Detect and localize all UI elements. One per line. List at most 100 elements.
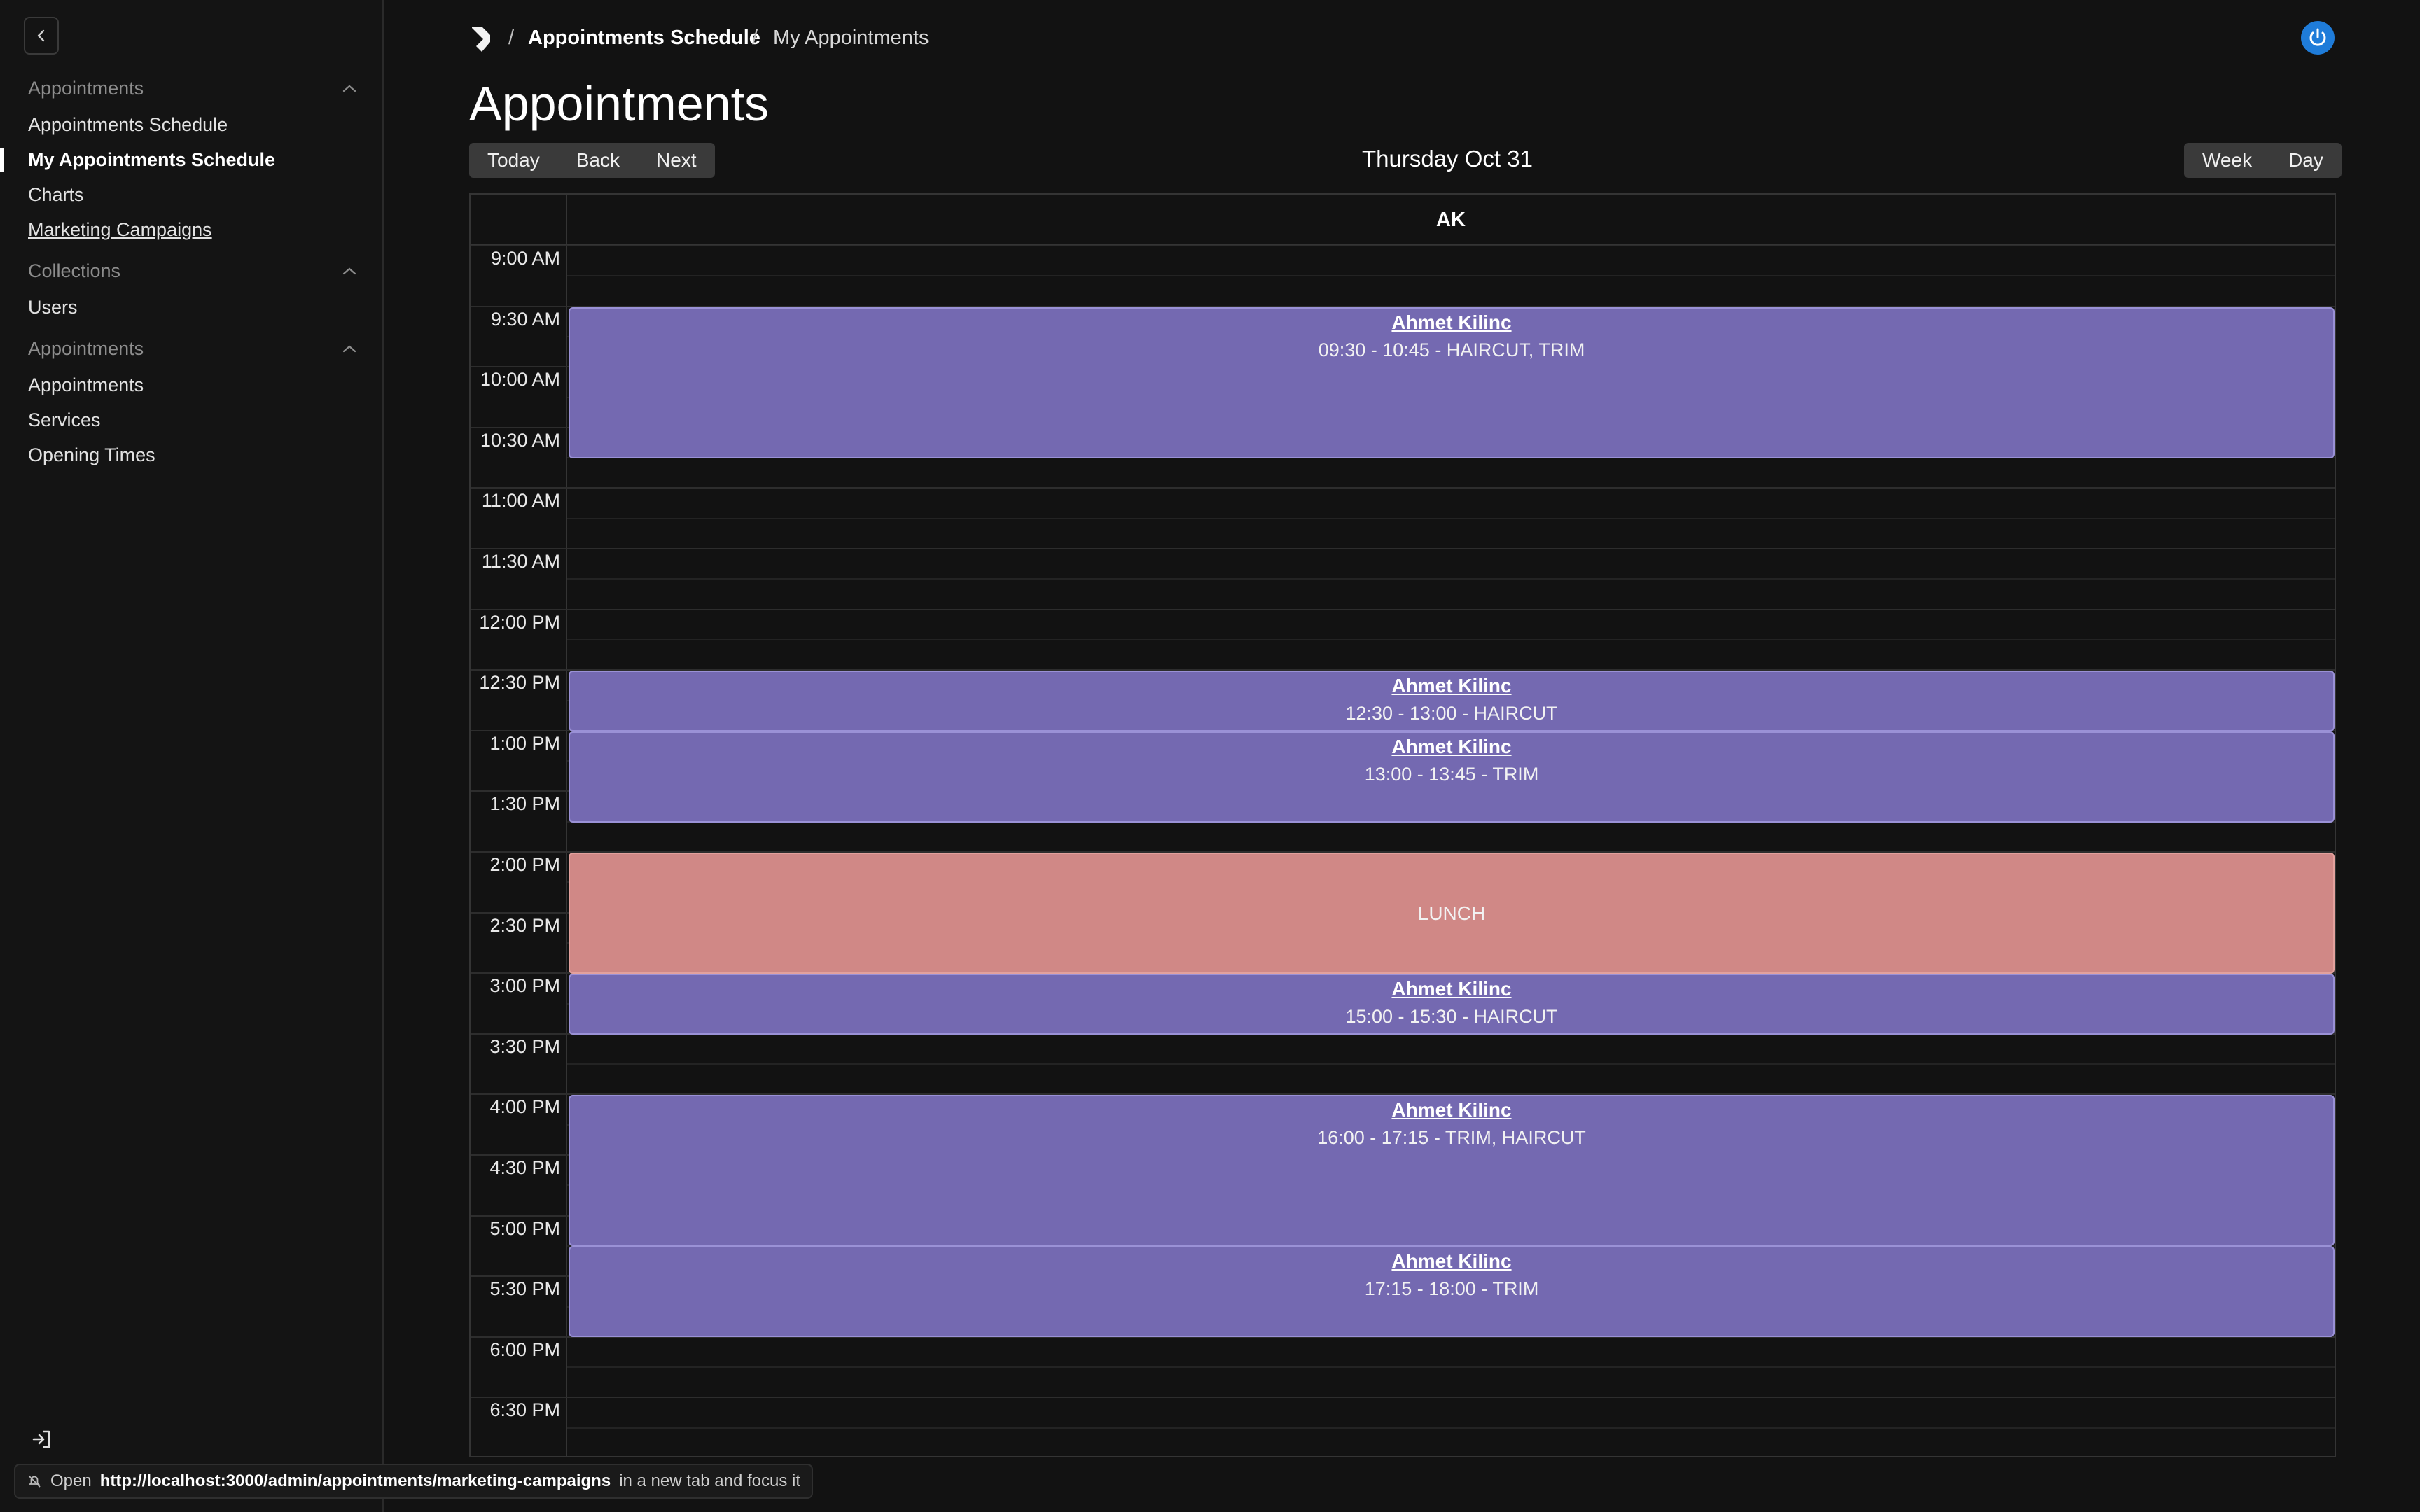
time-slot-line — [471, 608, 2335, 610]
half-slot-line — [567, 1063, 2335, 1065]
chevron-up-icon — [342, 80, 357, 96]
sidebar-item-my-appointments-schedule[interactable]: My Appointments Schedule — [28, 148, 276, 170]
nav-section-title: Appointments — [28, 337, 144, 359]
page-title: Appointments — [469, 76, 770, 131]
navigation-button-group: Today Back Next — [469, 143, 715, 178]
half-slot-line — [567, 517, 2335, 519]
current-date-label: Thursday Oct 31 — [1362, 146, 1533, 172]
nav-section-title: Appointments — [28, 77, 144, 99]
event-detail: 12:30 - 13:00 - HAIRCUT — [1345, 703, 1558, 724]
status-suffix: in a new tab and focus it — [619, 1471, 801, 1490]
event-customer-name[interactable]: Ahmet Kilinc — [1391, 675, 1512, 696]
sidebar-item-opening-times[interactable]: Opening Times — [28, 444, 155, 465]
collapse-sidebar-button[interactable] — [24, 17, 59, 55]
time-slot-label: 5:00 PM — [489, 1217, 560, 1239]
event-detail: 17:15 - 18:00 - TRIM — [1364, 1278, 1539, 1299]
power-button[interactable] — [2301, 21, 2335, 55]
calendar-header: AK — [471, 195, 2335, 245]
link-status-bar: Open http://localhost:3000/admin/appoint… — [14, 1464, 814, 1499]
nav-section-appointments-collection[interactable]: Appointments — [28, 335, 357, 363]
sidebar: Appointments Appointments Schedule My Ap… — [0, 0, 384, 1512]
event-customer-name[interactable]: Ahmet Kilinc — [1391, 312, 1512, 333]
status-prefix: Open — [50, 1471, 92, 1490]
app-logo-icon[interactable] — [469, 25, 493, 53]
time-slot-label: 9:30 AM — [490, 308, 560, 330]
time-slot-label: 4:00 PM — [489, 1096, 560, 1118]
time-slot-label: 12:00 PM — [479, 611, 560, 633]
time-slot-line — [471, 851, 2335, 853]
half-slot-line — [567, 1366, 2335, 1368]
next-button[interactable]: Next — [655, 149, 697, 171]
time-slot-label: 4:30 PM — [489, 1157, 560, 1178]
time-slot-line — [471, 1093, 2335, 1096]
breadcrumb-separator: / — [508, 27, 515, 49]
logout-button[interactable] — [28, 1425, 56, 1453]
time-slot-label: 10:00 AM — [480, 369, 560, 391]
time-slot-label: 6:00 PM — [489, 1338, 560, 1360]
sidebar-item-services[interactable]: Services — [28, 409, 101, 430]
power-icon — [2309, 28, 2326, 46]
chevron-up-icon — [342, 341, 357, 356]
week-view-button[interactable]: Week — [2202, 149, 2253, 171]
breadcrumb-parent[interactable]: Appointments Schedule — [528, 27, 760, 49]
nav-section-appointments[interactable]: Appointments — [28, 74, 357, 102]
half-slot-line — [567, 638, 2335, 640]
chevron-up-icon — [342, 263, 357, 279]
chevron-left-icon — [37, 29, 45, 42]
event-detail: 09:30 - 10:45 - HAIRCUT, TRIM — [1318, 340, 1585, 360]
day-calendar: AK 9:00 AM 9:30 AM 10:00 AM 10:30 AM 11:00 A… — [469, 193, 2336, 1457]
time-slot-line — [471, 487, 2335, 489]
appointment-event[interactable]: Ahmet Kilinc 09:30 - 10:45 - HAIRCUT, TR… — [569, 307, 2335, 458]
time-slot-label: 2:00 PM — [489, 854, 560, 875]
breadcrumb-separator: / — [752, 27, 758, 49]
nav-section-collections[interactable]: Collections — [28, 257, 357, 285]
time-slot-label: 12:30 PM — [479, 672, 560, 694]
event-detail: 15:00 - 15:30 - HAIRCUT — [1345, 1006, 1558, 1027]
time-slot-label: 2:30 PM — [489, 914, 560, 936]
half-slot-line — [567, 578, 2335, 580]
day-view-button[interactable]: Day — [2288, 149, 2323, 171]
sidebar-item-marketing-campaigns[interactable]: Marketing Campaigns — [28, 218, 212, 240]
event-detail: 16:00 - 17:15 - TRIM, HAIRCUT — [1317, 1127, 1586, 1148]
time-slot-label: 11:30 AM — [481, 551, 560, 572]
time-slot-line — [471, 1396, 2335, 1399]
event-customer-name[interactable]: Ahmet Kilinc — [1391, 978, 1512, 1000]
appointment-event[interactable]: Ahmet Kilinc 15:00 - 15:30 - HAIRCUT — [569, 974, 2335, 1035]
time-slot-label: 3:00 PM — [489, 975, 560, 997]
time-slot-label: 1:30 PM — [489, 793, 560, 815]
time-slot-line — [471, 245, 2335, 246]
active-item-marker — [0, 148, 4, 172]
appointment-event[interactable]: Ahmet Kilinc 16:00 - 17:15 - TRIM, HAIRC… — [569, 1095, 2335, 1246]
logout-icon — [32, 1430, 50, 1448]
time-slot-label: 10:30 AM — [480, 429, 560, 451]
appointment-event[interactable]: Ahmet Kilinc 17:15 - 18:00 - TRIM — [569, 1246, 2335, 1337]
event-customer-name[interactable]: Ahmet Kilinc — [1391, 736, 1512, 757]
breadcrumb-current: My Appointments — [773, 27, 929, 49]
appointment-event[interactable]: Ahmet Kilinc 13:00 - 13:45 - TRIM — [569, 732, 2335, 822]
lunch-break-event[interactable]: LUNCH — [569, 853, 2335, 974]
view-button-group: Week Day — [2184, 143, 2342, 178]
time-slot-label: 3:30 PM — [489, 1035, 560, 1057]
time-slot-label: 5:30 PM — [489, 1278, 560, 1300]
half-slot-line — [567, 275, 2335, 277]
today-button[interactable]: Today — [487, 149, 540, 171]
time-slot-label: 11:00 AM — [481, 490, 560, 512]
resource-header: AK — [1436, 208, 1466, 231]
appointment-event[interactable]: Ahmet Kilinc 12:30 - 13:00 - HAIRCUT — [569, 671, 2335, 732]
back-button[interactable]: Back — [576, 149, 620, 171]
sidebar-item-appointments-schedule[interactable]: Appointments Schedule — [28, 113, 228, 135]
sidebar-item-users[interactable]: Users — [28, 296, 78, 318]
lunch-label: LUNCH — [1417, 902, 1486, 924]
nav-section-title: Collections — [28, 260, 121, 281]
time-slot-line — [471, 669, 2335, 671]
event-detail: 13:00 - 13:45 - TRIM — [1364, 764, 1539, 785]
sidebar-item-appointments[interactable]: Appointments — [28, 374, 144, 396]
half-slot-line — [567, 1427, 2335, 1429]
status-url: http://localhost:3000/admin/appointments… — [99, 1471, 611, 1490]
time-slot-label: 6:30 PM — [489, 1399, 560, 1421]
event-customer-name[interactable]: Ahmet Kilinc — [1391, 1099, 1512, 1121]
time-slot-label: 1:00 PM — [489, 732, 560, 754]
event-customer-name[interactable]: Ahmet Kilinc — [1391, 1250, 1512, 1272]
time-slot-line — [471, 305, 2335, 307]
sidebar-item-charts[interactable]: Charts — [28, 183, 84, 205]
